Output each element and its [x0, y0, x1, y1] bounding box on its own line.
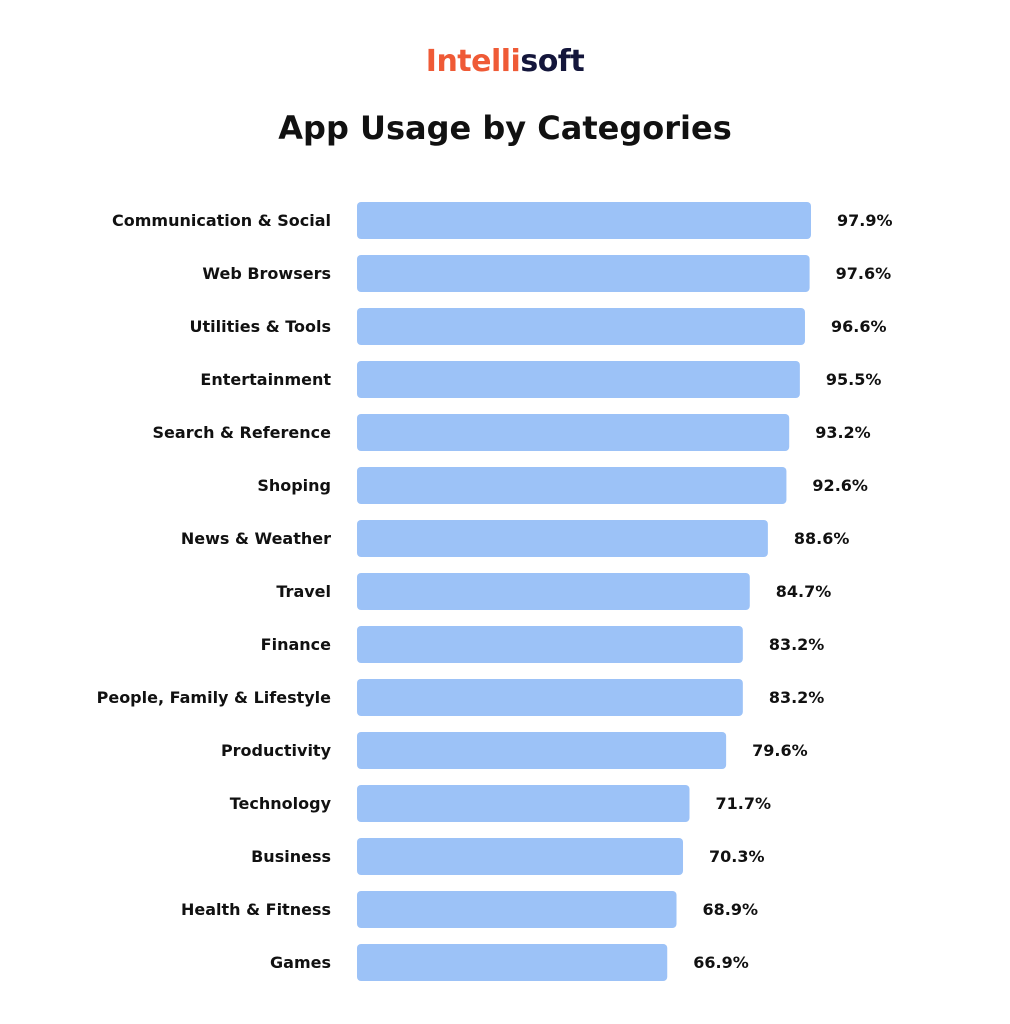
- bar: [357, 838, 684, 875]
- bar-row: Communication & Social 97.9%: [112, 202, 893, 239]
- bar-row: Web Browsers 97.6%: [202, 255, 891, 292]
- value-label: 93.2%: [815, 423, 871, 442]
- bar-row: Technology 71.7%: [230, 785, 771, 822]
- value-label: 84.7%: [776, 582, 832, 601]
- category-label: Finance: [261, 635, 331, 654]
- value-label: 66.9%: [693, 953, 749, 972]
- bar-row: Games 66.9%: [270, 944, 749, 981]
- category-label: Health & Fitness: [181, 900, 331, 919]
- category-label: Travel: [276, 582, 331, 601]
- value-label: 92.6%: [812, 476, 868, 495]
- logo-text-soft: soft: [520, 44, 585, 79]
- bar-row: Finance 83.2%: [261, 626, 825, 663]
- bar-row: Utilities & Tools 96.6%: [190, 308, 887, 345]
- value-label: 97.6%: [836, 264, 892, 283]
- bar: [357, 520, 768, 557]
- intellisoft-logo: Intellisoft: [0, 44, 1010, 80]
- category-label: News & Weather: [181, 529, 331, 548]
- value-label: 97.9%: [837, 211, 893, 230]
- category-label: Web Browsers: [202, 264, 331, 283]
- bar-row: Business 70.3%: [251, 838, 765, 875]
- category-label: Communication & Social: [112, 211, 331, 230]
- bar-row: People, Family & Lifestyle 83.2%: [97, 679, 825, 716]
- bar: [357, 255, 810, 292]
- value-label: 71.7%: [716, 794, 772, 813]
- bar-row: Health & Fitness 68.9%: [181, 891, 758, 928]
- bar: [357, 308, 805, 345]
- bar: [357, 361, 800, 398]
- category-label: Productivity: [221, 741, 332, 760]
- value-label: 96.6%: [831, 317, 887, 336]
- category-label: Technology: [230, 794, 332, 813]
- category-label: Business: [251, 847, 331, 866]
- bar: [357, 944, 668, 981]
- category-label: Search & Reference: [153, 423, 332, 442]
- bar: [357, 573, 750, 610]
- bar: [357, 414, 790, 451]
- category-label: Entertainment: [200, 370, 331, 389]
- bar: [357, 679, 743, 716]
- bar-row: Productivity 79.6%: [221, 732, 808, 769]
- value-label: 83.2%: [769, 635, 825, 654]
- value-label: 79.6%: [752, 741, 808, 760]
- bar: [357, 467, 787, 504]
- bar: [357, 202, 811, 239]
- bar: [357, 785, 690, 822]
- bar: [357, 891, 677, 928]
- logo-text-intelli: Intelli: [425, 44, 521, 79]
- value-label: 70.3%: [709, 847, 765, 866]
- category-label: Games: [270, 953, 331, 972]
- bar: [357, 732, 727, 769]
- category-label: Utilities & Tools: [190, 317, 331, 336]
- category-label: People, Family & Lifestyle: [97, 688, 332, 707]
- value-label: 88.6%: [794, 529, 850, 548]
- chart-title: App Usage by Categories: [278, 109, 732, 147]
- bar-row: Search & Reference 93.2%: [153, 414, 871, 451]
- bar-row: Entertainment 95.5%: [200, 361, 881, 398]
- bar-row: Travel 84.7%: [276, 573, 831, 610]
- value-label: 83.2%: [769, 688, 825, 707]
- value-label: 95.5%: [826, 370, 882, 389]
- bar-row: News & Weather 88.6%: [181, 520, 850, 557]
- bar-row: Shoping 92.6%: [257, 467, 868, 504]
- bar: [357, 626, 743, 663]
- category-label: Shoping: [257, 476, 331, 495]
- value-label: 68.9%: [703, 900, 759, 919]
